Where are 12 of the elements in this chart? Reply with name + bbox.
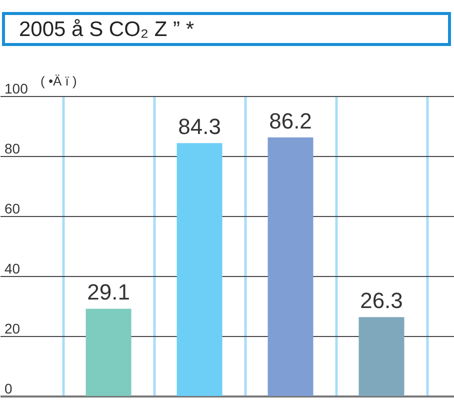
y-tick-label: 80 <box>4 140 20 156</box>
y-axis-title: ( •Ä ï ) <box>40 74 77 88</box>
data-label: 84.3 <box>178 114 221 140</box>
y-tick-label: 0 <box>4 380 12 396</box>
y-tick-label: 60 <box>4 200 20 216</box>
chart-title: 2005 å S CO₂ Z ” * <box>2 12 451 46</box>
data-label: 86.2 <box>269 108 312 134</box>
data-label: 29.1 <box>87 280 130 305</box>
data-label: 26.3 <box>360 288 403 314</box>
y-tick-label: 40 <box>4 260 20 276</box>
y-tick-label: 20 <box>4 320 20 336</box>
y-tick-label: 100 <box>4 80 28 96</box>
